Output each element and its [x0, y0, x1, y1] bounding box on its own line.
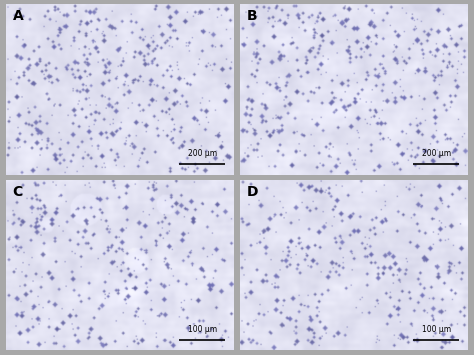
Text: A: A [12, 9, 23, 23]
Text: 100 μm: 100 μm [422, 324, 451, 334]
Text: 200 μm: 200 μm [188, 149, 217, 158]
Text: 200 μm: 200 μm [422, 149, 451, 158]
Text: B: B [246, 9, 257, 23]
Text: D: D [246, 185, 258, 199]
Text: 100 μm: 100 μm [188, 324, 217, 334]
Text: C: C [12, 185, 23, 199]
